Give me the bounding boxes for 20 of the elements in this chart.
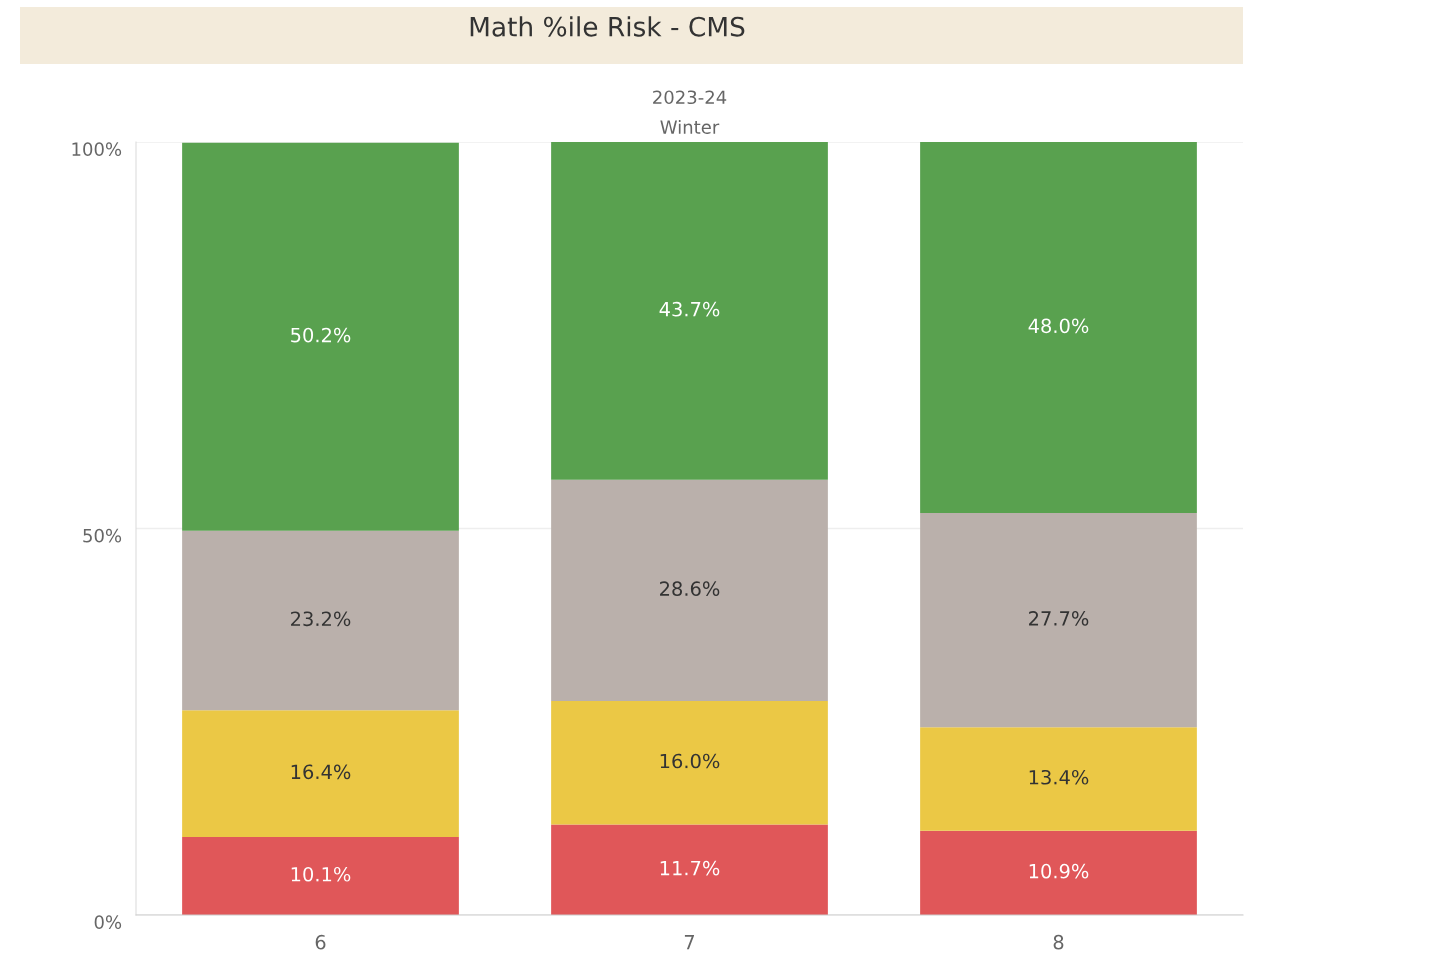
data-label: 43.7% (659, 301, 720, 317)
chart-title: Math %ile Risk - CMS (470, 16, 745, 37)
x-tick-label: 6 (315, 934, 326, 950)
data-label: 48.0% (1028, 318, 1089, 334)
data-label: 50.2% (291, 327, 351, 343)
data-label: 10.1% (291, 866, 351, 882)
x-tick-label: 8 (1053, 934, 1064, 950)
chart-subtitle: 2023-24 Winter (653, 90, 727, 134)
data-label: 28.6% (660, 581, 720, 596)
data-label: 10.9% (1029, 863, 1089, 879)
data-label: 27.7% (1029, 611, 1089, 626)
y-tick-label: 100% (72, 142, 122, 156)
y-tick-label: 50% (83, 528, 122, 543)
x-tick-label: 7 (684, 935, 695, 950)
y-tick-label: 0% (94, 915, 122, 929)
data-label: 11.7% (660, 860, 720, 876)
data-label: 16.0% (660, 753, 720, 769)
data-label: 16.4% (291, 764, 351, 780)
data-label: 13.4% (1029, 769, 1089, 785)
data-label: 23.2% (291, 611, 351, 627)
